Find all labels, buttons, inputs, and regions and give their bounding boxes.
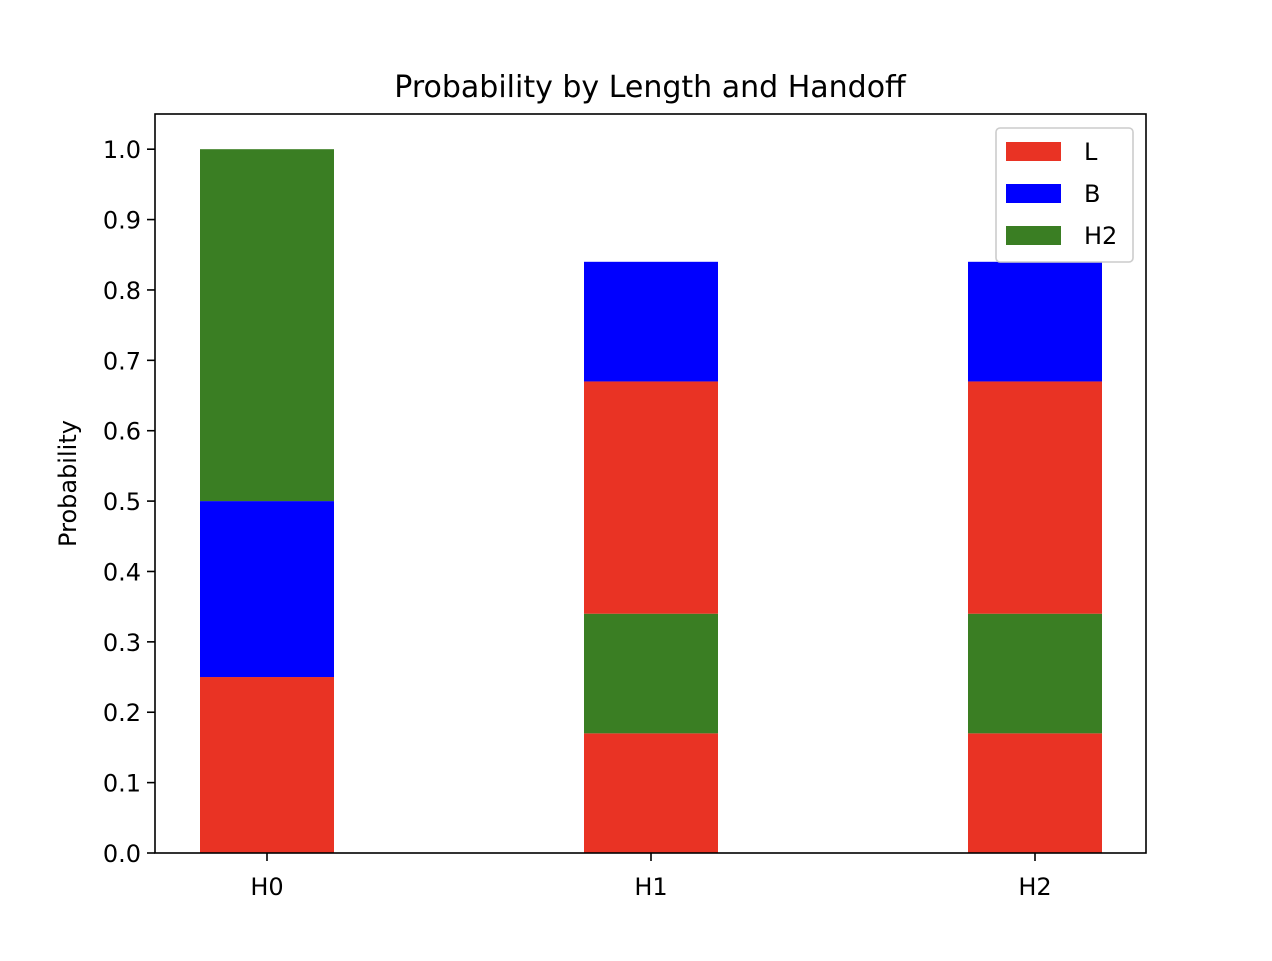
y-tick-label-4: 0.4 (103, 558, 141, 586)
bar-segment-h0-h2-2 (200, 149, 334, 502)
legend-label-b: B (1084, 180, 1100, 208)
legend: LB H2 (995, 127, 1134, 263)
bar-segment-h1-b-6 (584, 261, 718, 382)
bar-segment-h0-b-1 (200, 501, 334, 678)
bar-segment-h1-h2-4 (584, 613, 718, 734)
axes-layer: 0.0 0.1 0.2 0.3 0.4 0.5 0.6 0.7 0.8 0.9 1.0 H0 H1 H2 (103, 113, 1147, 901)
bar-segment-h0-l-0 (200, 677, 334, 853)
bar-segment-h1-l-5 (584, 381, 718, 614)
chart-title: Probability by Length and Handoff (394, 70, 907, 105)
y-tick-label-0: 0.0 (103, 840, 141, 868)
x-tick-label-h2: H2 (1018, 873, 1051, 901)
bar-segment-h2-h2-8 (968, 613, 1102, 734)
bar-segment-h1-l-3 (584, 733, 718, 853)
bar-segment-h2-l-7 (968, 733, 1102, 853)
y-tick-label-5: 0.5 (103, 488, 141, 516)
y-tick-label-9: 0.9 (103, 207, 141, 235)
y-tick-label-3: 0.3 (103, 629, 141, 657)
legend-label-l: L (1084, 138, 1098, 166)
y-axis-label: Probability (54, 420, 82, 547)
y-tick-label-7: 0.7 (103, 347, 141, 375)
legend-swatch-l (1006, 142, 1061, 161)
y-tick-label-2: 0.2 (103, 699, 141, 727)
bar-segment-h2-l-9 (968, 381, 1102, 614)
y-tick-label-10: 1.0 (103, 136, 141, 164)
bar-segment-h2-b-10 (968, 261, 1102, 382)
x-tick-label-h0: H0 (250, 873, 283, 901)
y-tick-label-6: 0.6 (103, 418, 141, 446)
y-tick-label-8: 0.8 (103, 277, 141, 305)
legend-label-h2: H2 (1084, 222, 1117, 250)
y-tick-label-1: 0.1 (103, 770, 141, 798)
x-tick-label-h1: H1 (634, 873, 667, 901)
legend-swatch-h2 (1006, 226, 1061, 245)
legend-swatch-b (1006, 184, 1061, 203)
bars-layer (200, 149, 1102, 853)
